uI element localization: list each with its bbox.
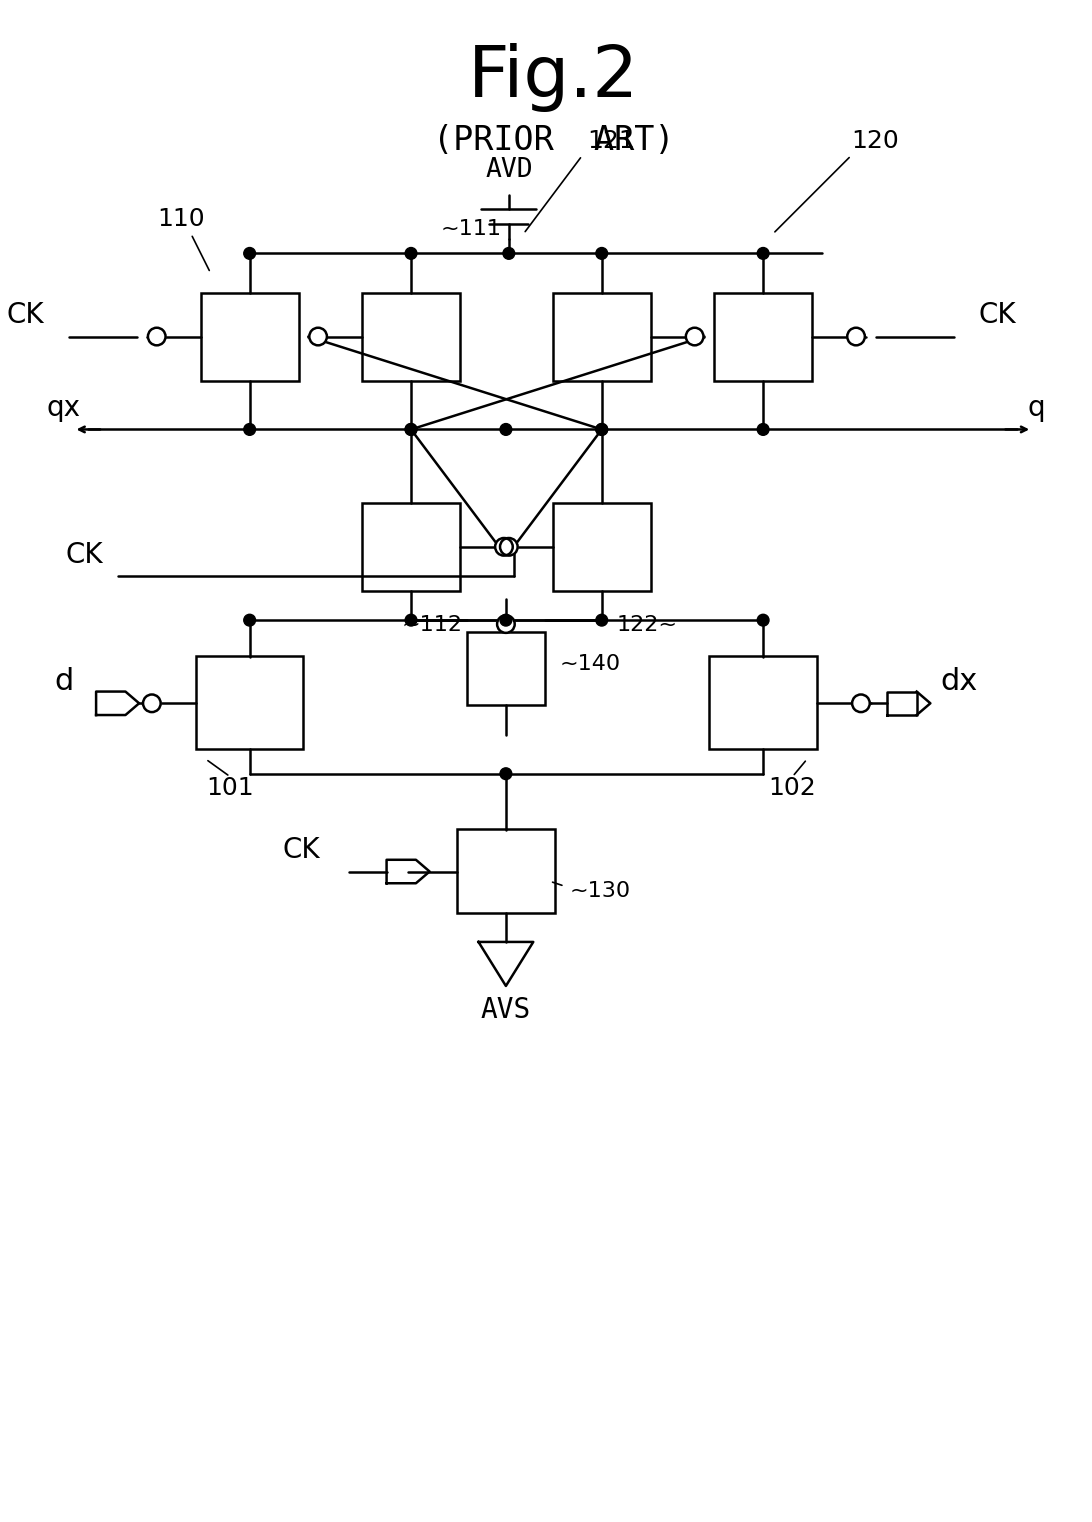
Circle shape [244,615,256,626]
Text: ~130: ~130 [569,881,630,901]
Circle shape [757,423,769,435]
Text: CK: CK [7,301,45,329]
Circle shape [500,537,518,556]
Bar [466,632,545,705]
Text: 120: 120 [851,129,899,152]
Circle shape [596,615,607,626]
Bar [363,292,460,380]
Circle shape [596,423,607,435]
Circle shape [405,423,417,435]
Bar [553,502,651,591]
Circle shape [405,615,417,626]
Circle shape [309,327,327,345]
Circle shape [757,615,769,626]
Text: 122~: 122~ [616,615,677,635]
Text: CK: CK [978,301,1016,329]
Text: ~140: ~140 [560,654,621,674]
Text: (PRIOR  ART): (PRIOR ART) [434,125,675,157]
Circle shape [500,615,512,626]
Circle shape [497,615,514,633]
Bar [201,292,298,380]
Bar [710,656,817,749]
Text: Fig.2: Fig.2 [468,43,640,111]
Circle shape [500,767,512,779]
Circle shape [495,537,513,556]
Circle shape [147,327,166,345]
Circle shape [500,423,512,435]
Text: qx: qx [47,394,81,422]
Text: 121: 121 [587,129,634,152]
Circle shape [852,694,869,712]
Circle shape [596,248,607,259]
Text: CK: CK [66,540,103,569]
Circle shape [757,248,769,259]
Text: dx: dx [940,667,977,696]
Circle shape [405,423,417,435]
Text: 102: 102 [769,776,817,801]
Text: AVS: AVS [480,997,531,1024]
Bar [195,656,304,749]
Text: 110: 110 [157,207,205,231]
Circle shape [405,248,417,259]
Circle shape [686,327,703,345]
Text: ~112: ~112 [401,615,462,635]
Text: AVD: AVD [485,157,533,183]
Bar [363,502,460,591]
Bar [456,829,555,913]
Circle shape [596,423,607,435]
Circle shape [847,327,865,345]
Text: d: d [55,667,73,696]
Bar [553,292,651,380]
Text: ~111: ~111 [440,219,501,239]
Circle shape [244,248,256,259]
Text: q: q [1028,394,1045,422]
Text: 101: 101 [206,776,254,801]
Circle shape [244,423,256,435]
Text: CK: CK [283,836,320,864]
Circle shape [143,694,161,712]
Bar [714,292,812,380]
Circle shape [503,248,514,259]
